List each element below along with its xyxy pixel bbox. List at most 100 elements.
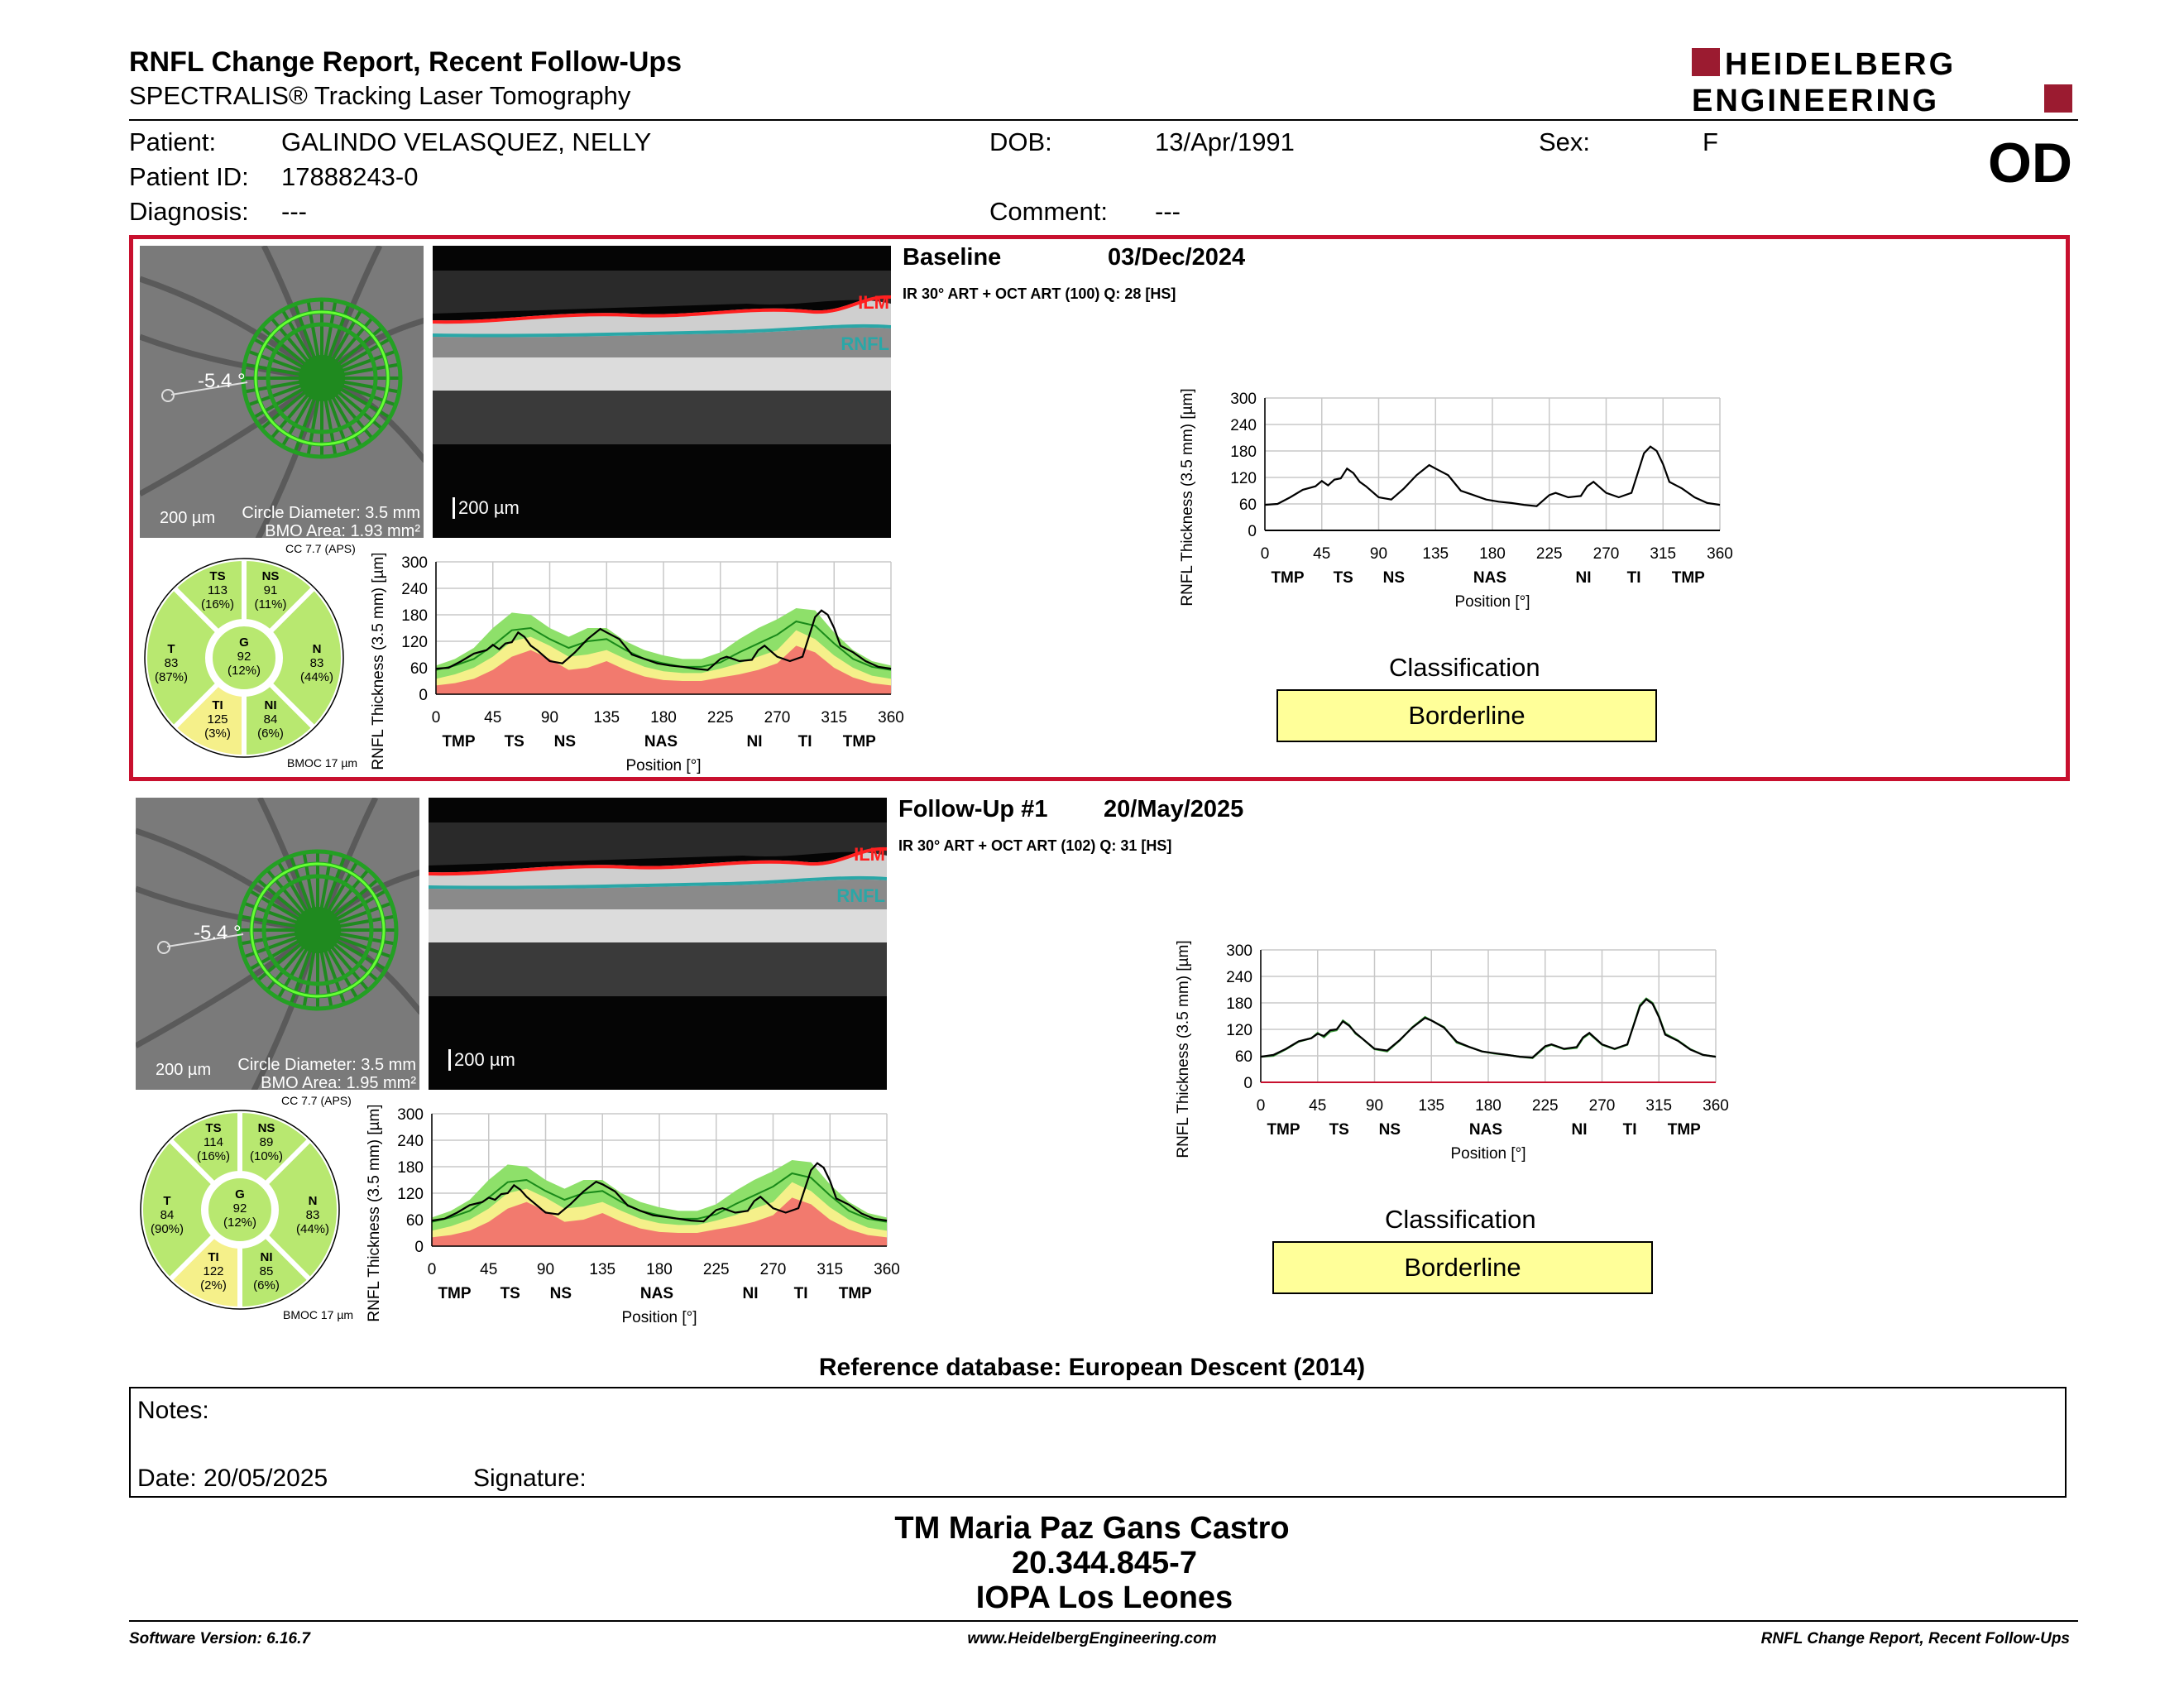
sector-label: TS — [505, 733, 524, 750]
oct-scale-label: 200 µm — [453, 497, 520, 519]
y-tick-label: 0 — [1243, 1075, 1252, 1092]
x-tick-label: 225 — [1536, 545, 1563, 563]
sector-label-n: N — [313, 642, 322, 656]
sector-percent-t: (90%) — [151, 1222, 184, 1236]
y-tick-label: 180 — [1226, 995, 1252, 1013]
fovea-axis-line — [166, 933, 244, 947]
signature-name: TM Maria Paz Gans Castro — [894, 1511, 1290, 1546]
x-tick-label: 90 — [1366, 1097, 1383, 1115]
ilm-label: ILM — [858, 292, 889, 313]
footer-url[interactable]: www.HeidelbergEngineering.com — [967, 1630, 1217, 1647]
sector-label: NS — [550, 1285, 572, 1302]
ilm-boundary — [433, 295, 891, 324]
sector-percent-n: (44%) — [296, 1222, 329, 1236]
thickness-profile-line — [435, 609, 892, 671]
sector-label: TMP — [438, 1285, 471, 1302]
y-tick-label: 300 — [397, 1106, 424, 1124]
x-tick-label: 270 — [1589, 1097, 1616, 1115]
x-tick-label: 180 — [650, 709, 677, 727]
sector-label: NS — [554, 733, 576, 750]
x-tick-label: 135 — [1418, 1097, 1444, 1115]
fovea-axis-line — [170, 381, 248, 396]
oct-drawing — [429, 822, 887, 996]
sector-value-ti: 125 — [207, 712, 228, 727]
sector-label: TI — [1623, 1121, 1637, 1139]
sector-percent-n: (44%) — [300, 670, 333, 684]
patient-id: 17888243-0 — [281, 162, 419, 191]
patient-id-label: Patient ID: — [129, 162, 249, 191]
ilm-boundary — [429, 846, 887, 876]
sector-value-g: 92 — [233, 1201, 247, 1216]
logo-red-square-bottom — [2044, 84, 2072, 113]
sector-label: TS — [1334, 569, 1353, 587]
oct-retina-layer — [433, 391, 891, 444]
sector-label: TMP — [1267, 1121, 1300, 1139]
sector-value-t: 84 — [160, 1208, 175, 1222]
sector-global — [205, 1175, 275, 1244]
cc-label: CC 7.7 (APS) — [281, 1094, 352, 1107]
sector-value-n: 83 — [310, 656, 324, 670]
y-axis-label: RNFL Thickness (3.5 mm) [µm] — [1179, 388, 1196, 606]
sector-label-ns: NS — [258, 1121, 275, 1135]
header-rule — [129, 119, 2078, 121]
sex-value: F — [1703, 127, 1718, 156]
y-tick-label: 240 — [1226, 969, 1252, 986]
oct-scale-label: 200 µm — [448, 1049, 515, 1071]
sector-label-t: T — [167, 642, 175, 656]
outside-normal-band — [436, 645, 891, 694]
sector-label-ni: NI — [265, 698, 277, 712]
sector-percent-ti: (3%) — [204, 727, 231, 741]
exam-title: Follow-Up #1 — [898, 796, 1048, 822]
sector-label: TI — [798, 733, 812, 750]
patient-label: Patient: — [129, 127, 217, 156]
x-tick-label: 315 — [1650, 545, 1676, 563]
sector-label-ti: TI — [212, 698, 223, 712]
report-subtitle: SPECTRALIS® Tracking Laser Tomography — [129, 81, 631, 110]
sector-label: NAS — [1469, 1121, 1502, 1139]
y-tick-label: 60 — [1239, 496, 1257, 514]
x-tick-label: 225 — [707, 709, 734, 727]
sector-label: TMP — [839, 1285, 872, 1302]
classification-value: Borderline — [1404, 1253, 1521, 1282]
sector-value-n: 83 — [306, 1208, 320, 1222]
sector-label: TMP — [442, 733, 475, 750]
x-tick-label: 135 — [589, 1261, 615, 1278]
notes-date: Date: 20/05/2025 — [137, 1465, 328, 1492]
x-tick-label: 0 — [428, 1261, 437, 1278]
sector-percent-ns: (11%) — [255, 597, 287, 611]
dob-label: DOB: — [989, 127, 1052, 156]
x-tick-label: 0 — [1261, 545, 1270, 563]
sector-disc: TS113(16%)NS91(11%)T83(87%)G92(12%)N83(4… — [142, 555, 346, 760]
sector-percent-ti: (2%) — [200, 1278, 227, 1292]
rnfl-boundary — [433, 324, 891, 338]
sector-disc-outline — [144, 558, 344, 758]
sector-value-ts: 114 — [204, 1135, 223, 1149]
signature-label: Signature: — [473, 1465, 587, 1492]
angle-label: -5.4 ° — [194, 922, 242, 944]
y-tick-label: 60 — [406, 1212, 424, 1230]
baseline-panel[interactable]: -5.4 ° 200 µm Circle Diameter: 3.5 mm BMO A… — [129, 235, 2070, 781]
oct-retina-layer — [433, 357, 891, 391]
y-tick-label: 180 — [401, 607, 428, 625]
scan-info: IR 30° ART + OCT ART (100) Q: 28 [HS] — [903, 285, 1176, 302]
fundus-image: -5.4 ° 200 µm Circle Diameter: 3.5 mm BMO A… — [140, 246, 424, 538]
fundus-drawing — [136, 798, 419, 1090]
sector-label: TMP — [1668, 1121, 1701, 1139]
circle-diameter-label: Circle Diameter: 3.5 mm — [242, 504, 420, 522]
y-tick-label: 60 — [1235, 1048, 1252, 1066]
sector-label-ti: TI — [208, 1250, 218, 1264]
classification-label: Classification — [1385, 1205, 1536, 1234]
y-axis-label: RNFL Thickness (3.5 mm) [µm] — [1175, 940, 1192, 1158]
sector-value-ni: 85 — [260, 1264, 274, 1278]
y-axis-label: RNFL Thickness (3.5 mm) [µm] — [370, 554, 387, 770]
sector-percent-g: (12%) — [228, 664, 261, 678]
oct-retina-layer — [429, 942, 887, 996]
sector-label: NI — [747, 733, 763, 750]
dob-value: 13/Apr/1991 — [1155, 127, 1295, 156]
follow-up-panel[interactable]: -5.4 ° 200 µm Circle Diameter: 3.5 mm BMO A… — [129, 791, 2070, 1337]
sector-percent-ns: (10%) — [250, 1149, 283, 1163]
eye-indicator: OD — [1988, 132, 2072, 194]
